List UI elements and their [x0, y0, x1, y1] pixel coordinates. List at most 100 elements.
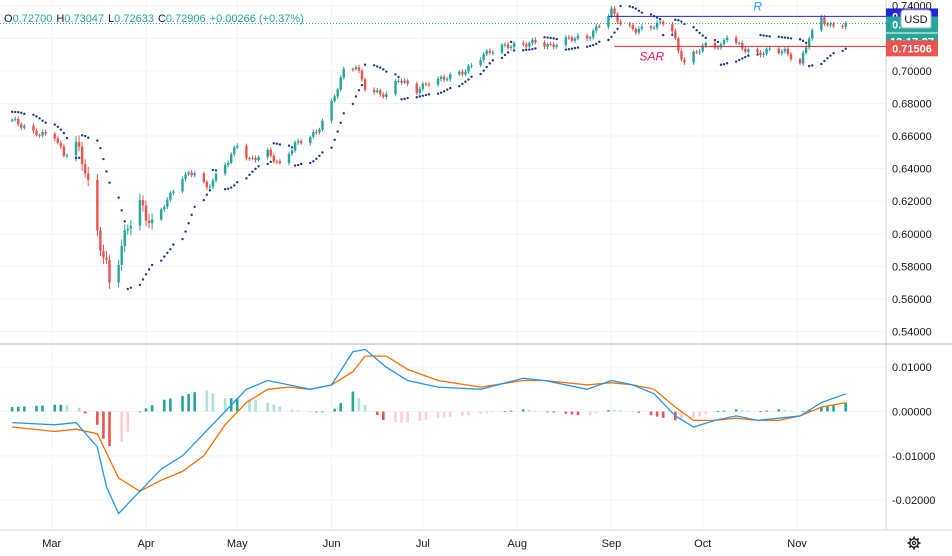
sar-dot [783, 36, 787, 39]
candle-body [652, 27, 656, 29]
histogram-bar [272, 404, 276, 412]
candle-body [674, 31, 677, 39]
histogram-bar [150, 405, 154, 412]
candle-body [126, 228, 129, 231]
candle-body [832, 24, 835, 27]
histogram-bar [722, 410, 726, 412]
sar-dot [704, 36, 707, 40]
high-label: H [56, 13, 64, 25]
candle-body [211, 180, 215, 187]
sar-dot [747, 54, 750, 57]
sar-dot [576, 46, 580, 49]
sar-dot [780, 36, 784, 39]
candle-body [385, 94, 388, 97]
sar-dot [677, 19, 680, 22]
candle-body [826, 23, 829, 25]
sar-dot [272, 142, 275, 145]
candle-body [312, 131, 315, 138]
sar-dot [10, 110, 14, 114]
sar-dot [144, 273, 148, 276]
histogram-bar [169, 398, 172, 412]
histogram-bar [491, 411, 495, 413]
candle-body [695, 51, 698, 53]
candle-body [789, 54, 793, 60]
candle-body [747, 49, 750, 52]
sar-dot [394, 73, 397, 76]
candle-body [123, 230, 126, 246]
histogram-bar [351, 391, 355, 412]
candle-body [445, 79, 449, 81]
sar-dot [223, 188, 227, 191]
sar-dot [713, 38, 717, 42]
sar-dot [74, 157, 78, 160]
candle-body [725, 37, 729, 41]
histogram-bar [266, 402, 270, 412]
sar-dot [768, 35, 771, 38]
sar-dot [811, 64, 814, 67]
histogram-bar [53, 404, 57, 412]
histogram-bar [546, 411, 549, 413]
currency-button-frame[interactable] [900, 9, 932, 29]
candle-body [808, 38, 811, 48]
candle-body [823, 17, 826, 24]
sar-dot [65, 136, 69, 140]
candle-body [467, 65, 470, 72]
sar-dot [59, 128, 63, 131]
candle-body [351, 69, 355, 71]
candle-body [741, 42, 744, 49]
time-axis-labels: Mar Apr May Jun Jul Aug Sep Oct Nov [42, 538, 807, 550]
candle-body [439, 76, 443, 79]
sar-dot [96, 139, 99, 142]
candle-body [701, 45, 704, 52]
histogram-bar [138, 411, 142, 413]
sar-dot [80, 134, 84, 137]
candle-body [780, 51, 784, 54]
currency-button-label[interactable]: USD [904, 14, 927, 26]
candle-body [141, 200, 145, 206]
sar-dot [147, 268, 151, 271]
sar-dot [832, 52, 835, 55]
sar-dot [488, 62, 491, 65]
sar-dot [226, 187, 230, 190]
sar-dot [251, 170, 254, 173]
gear-icon[interactable] [907, 536, 921, 550]
sar-dot [266, 162, 269, 166]
histogram-bar [308, 411, 312, 413]
candle-body [257, 157, 260, 161]
histogram-bar [290, 409, 294, 412]
candle-body [266, 149, 269, 158]
change-value: +0.00266 (+0.37%) [210, 13, 304, 25]
candle-body [382, 94, 385, 97]
sar-dot [299, 162, 303, 166]
sar-dot [567, 48, 571, 51]
candle-body [35, 130, 38, 136]
candle-body [488, 50, 491, 54]
histogram-bar [759, 411, 762, 412]
sar-dot [789, 37, 793, 40]
histogram-bar [223, 398, 227, 412]
histogram-bar [607, 410, 610, 412]
sar-dot [695, 29, 698, 32]
candle-body [354, 67, 358, 70]
horizontal-levels[interactable]: R SAR [608, 0, 886, 63]
candle-body [59, 142, 63, 147]
sar-dot [744, 55, 747, 59]
histogram-bar [187, 394, 190, 412]
currency-button[interactable]: USD [900, 9, 932, 29]
sar-dot [193, 205, 196, 208]
sar-dot [467, 78, 470, 81]
price-tick-label: 0.58000 [892, 261, 932, 273]
histogram-bar [406, 411, 409, 423]
candle-body [585, 35, 589, 39]
candle-body [719, 44, 723, 48]
candle-body [74, 141, 78, 156]
sar-dot [372, 64, 376, 67]
candle-body [193, 173, 196, 176]
sar-dot [491, 59, 495, 62]
candle-body [415, 83, 418, 93]
sar-dot [318, 154, 321, 158]
sar-dot [522, 49, 525, 52]
histogram-bar [357, 398, 361, 412]
candle-body [713, 42, 717, 48]
